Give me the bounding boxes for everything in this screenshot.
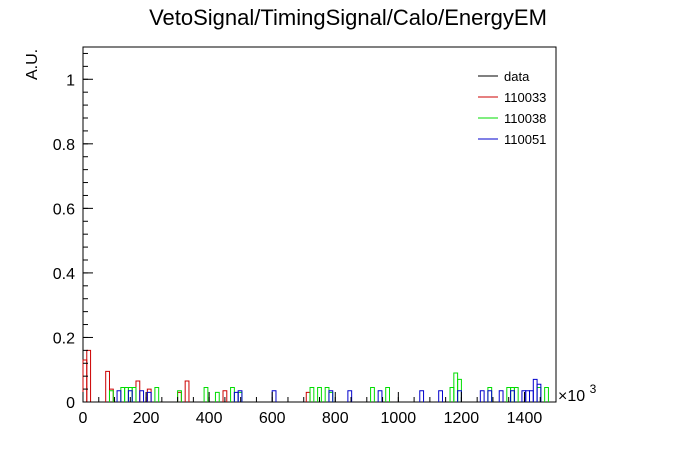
hist-bin-110033-0 xyxy=(82,359,88,402)
hist-bin-110038-18 xyxy=(453,372,459,402)
y-axis-label: A.U. xyxy=(24,49,41,80)
hist-bin-110038-22 xyxy=(510,386,515,402)
hist-bin-110038-0 xyxy=(108,390,114,402)
x-tick-label: 400 xyxy=(196,410,223,427)
x-axis-multiplier-base: ×10 xyxy=(558,388,585,405)
hist-bin-110051-16 xyxy=(510,390,515,402)
legend: data 110033 110038 110051 xyxy=(478,69,546,147)
axis-ticks-group xyxy=(82,52,557,403)
hist-bin-110033-2 xyxy=(105,370,110,402)
legend-entry-label: 110038 xyxy=(504,111,546,126)
legend-entry-label: 110051 xyxy=(504,132,546,147)
histogram-series-group xyxy=(82,349,549,402)
y-tick-label: 0.8 xyxy=(53,137,75,154)
x-axis-multiplier-exponent: 3 xyxy=(590,382,597,396)
hist-bin-110038-17 xyxy=(449,386,455,402)
x-tick-label: 1400 xyxy=(507,410,543,427)
hist-bin-110033-5 xyxy=(146,388,152,402)
hist-bin-110038-7 xyxy=(203,386,209,402)
hist-bin-110038-1 xyxy=(120,386,126,402)
hist-bin-110038-14 xyxy=(328,391,334,402)
y-tick-label: 0.4 xyxy=(53,266,75,283)
y-tick-label: 0.2 xyxy=(53,330,75,347)
hist-bin-110051-0 xyxy=(116,390,122,402)
x-tick-label: 200 xyxy=(133,410,160,427)
hist-bin-110051-19 xyxy=(529,390,534,402)
hist-bin-110038-12 xyxy=(317,386,322,402)
legend-entry-label: data xyxy=(504,69,530,84)
hist-bin-110051-6 xyxy=(271,390,277,402)
hist-bin-110038-9 xyxy=(230,386,235,402)
hist-bin-110038-10 xyxy=(237,391,243,402)
hist-bin-110051-12 xyxy=(457,390,462,402)
hist-bin-110051-10 xyxy=(419,390,425,402)
x-axis-multiplier: ×10 3 xyxy=(558,382,597,405)
hist-bin-110051-3 xyxy=(146,391,152,402)
hist-bin-110038-8 xyxy=(214,391,220,402)
chart-title: VetoSignal/TimingSignal/Calo/EnergyEM xyxy=(149,5,547,30)
hist-bin-110051-15 xyxy=(498,390,504,402)
hist-bin-110033-7 xyxy=(184,380,190,402)
hist-bin-110038-6 xyxy=(177,390,182,402)
hist-bin-110051-21 xyxy=(536,383,542,402)
hist-bin-110038-16 xyxy=(385,386,391,402)
y-tick-label: 0.6 xyxy=(53,201,75,218)
y-tick-labels: 0 0.2 0.4 0.6 0.8 1 xyxy=(53,72,75,412)
hist-bin-110051-14 xyxy=(487,390,493,402)
hist-bin-110038-13 xyxy=(324,386,330,402)
hist-bin-110038-5 xyxy=(154,386,160,402)
legend-entry-label: 110033 xyxy=(504,90,546,105)
hist-bin-110051-11 xyxy=(438,390,443,402)
hist-bin-110038-11 xyxy=(309,386,315,402)
hist-bin-110051-7 xyxy=(328,390,334,402)
hist-bin-110051-1 xyxy=(127,390,133,402)
hist-bin-110051-8 xyxy=(347,390,353,402)
x-tick-labels: 0 200 400 600 800 1000 1200 1400 xyxy=(79,410,543,427)
hist-bin-110038-20 xyxy=(487,386,493,402)
hist-bin-110051-4 xyxy=(233,391,239,402)
x-tick-label: 800 xyxy=(322,410,349,427)
hist-bin-110051-5 xyxy=(237,390,243,402)
hist-bin-110038-25 xyxy=(544,386,549,402)
hist-bin-110051-20 xyxy=(532,378,538,402)
hist-bin-110038-4 xyxy=(131,386,137,402)
hist-bin-110051-17 xyxy=(521,390,527,402)
hist-bin-110033-6 xyxy=(177,391,182,402)
hist-bin-110038-23 xyxy=(513,386,519,402)
hist-bin-110038-2 xyxy=(124,386,129,402)
hist-bin-110033-8 xyxy=(222,390,228,402)
hist-bin-110051-18 xyxy=(525,390,531,402)
hist-bin-110038-15 xyxy=(370,386,375,402)
y-tick-label: 1 xyxy=(66,72,75,89)
x-tick-label: 0 xyxy=(79,410,88,427)
hist-bin-110051-9 xyxy=(377,390,383,402)
hist-bin-110033-9 xyxy=(305,391,311,402)
x-tick-label: 1000 xyxy=(381,410,417,427)
hist-bin-110051-13 xyxy=(479,390,485,402)
x-tick-label: 600 xyxy=(259,410,286,427)
hist-bin-110033-4 xyxy=(135,380,141,402)
x-tick-label: 1200 xyxy=(444,410,480,427)
y-tick-label: 0 xyxy=(66,395,75,412)
hist-bin-110051-2 xyxy=(139,390,145,402)
plot-frame xyxy=(82,46,557,403)
